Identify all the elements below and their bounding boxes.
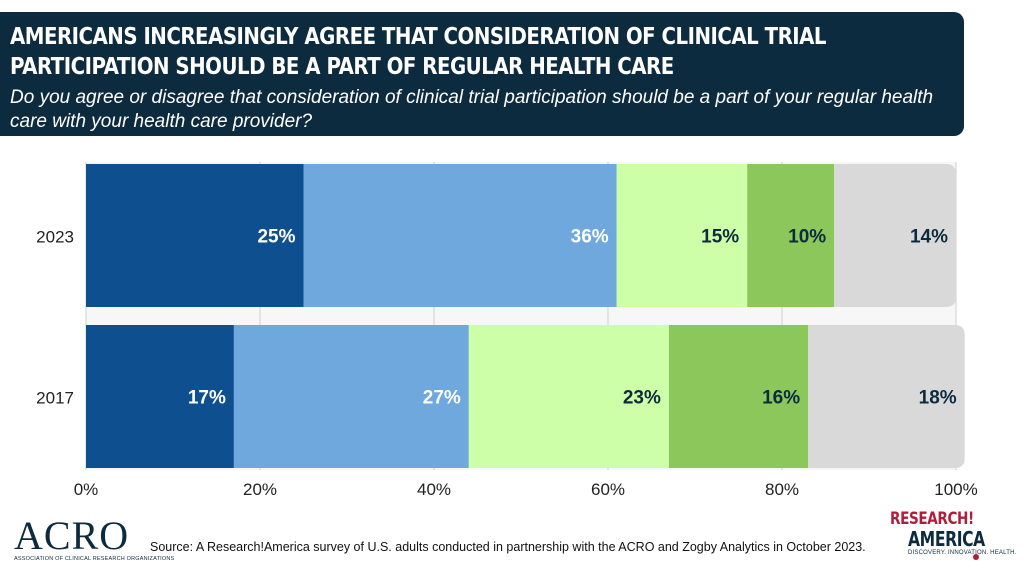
data-label: 18% <box>919 388 957 409</box>
chart-subtitle: Do you agree or disagree that considerat… <box>10 87 934 132</box>
bar-segment <box>468 325 669 468</box>
bar-segment <box>86 325 234 468</box>
research-america-logo: RESEARCH! AMERICA DISCOVERY. INNOVATION.… <box>890 509 1020 560</box>
data-label: 14% <box>910 227 948 248</box>
bar-segment <box>808 325 965 468</box>
category-label: 2017 <box>36 389 74 408</box>
data-label: 10% <box>788 227 826 248</box>
x-tick-label: 100% <box>934 480 977 499</box>
acro-logo-tagline: ASSOCIATION OF CLINICAL RESEARCH ORGANIZ… <box>14 556 175 562</box>
data-label: 36% <box>571 227 609 248</box>
chart-title: AMERICANS INCREASINGLY AGREE THAT CONSID… <box>10 24 827 80</box>
data-label: 17% <box>188 388 226 409</box>
x-tick-label: 20% <box>243 480 277 499</box>
acro-logo: ACRO ASSOCIATION OF CLINICAL RESEARCH OR… <box>14 513 175 563</box>
data-label: 25% <box>257 227 295 248</box>
x-tick-label: 40% <box>417 480 451 499</box>
source-note: Source: A Research!America survey of U.S… <box>150 540 866 554</box>
data-label: 23% <box>623 388 661 409</box>
bar-segment <box>233 325 469 468</box>
bar-segment <box>303 164 617 307</box>
data-label: 27% <box>423 388 461 409</box>
research-america-logo-tagline: DISCOVERY. INNOVATION. HEALTH. <box>908 550 1017 556</box>
bar-segment <box>668 325 809 468</box>
research-america-logo-line1: RESEARCH! <box>890 509 974 529</box>
bar-segment <box>616 164 748 307</box>
data-label: 16% <box>762 388 800 409</box>
category-label: 2023 <box>36 228 74 247</box>
header-banner: AMERICANS INCREASINGLY AGREE THAT CONSID… <box>0 12 964 136</box>
x-tick-label: 0% <box>74 480 99 499</box>
research-america-logo-dot <box>973 554 979 560</box>
acro-logo-text: ACRO <box>14 513 130 558</box>
research-america-logo-line2: AMERICA <box>908 527 985 551</box>
x-tick-label: 60% <box>591 480 625 499</box>
data-label: 15% <box>701 227 739 248</box>
bar-segment <box>834 164 956 307</box>
x-tick-label: 80% <box>765 480 799 499</box>
stacked-bar-chart: 25% 36% 15% 10% 14% 2023 17% 27% 23% 16% 18% 2017 0%… <box>36 162 978 499</box>
bar-segment <box>86 164 304 307</box>
bar-segment <box>747 164 835 307</box>
